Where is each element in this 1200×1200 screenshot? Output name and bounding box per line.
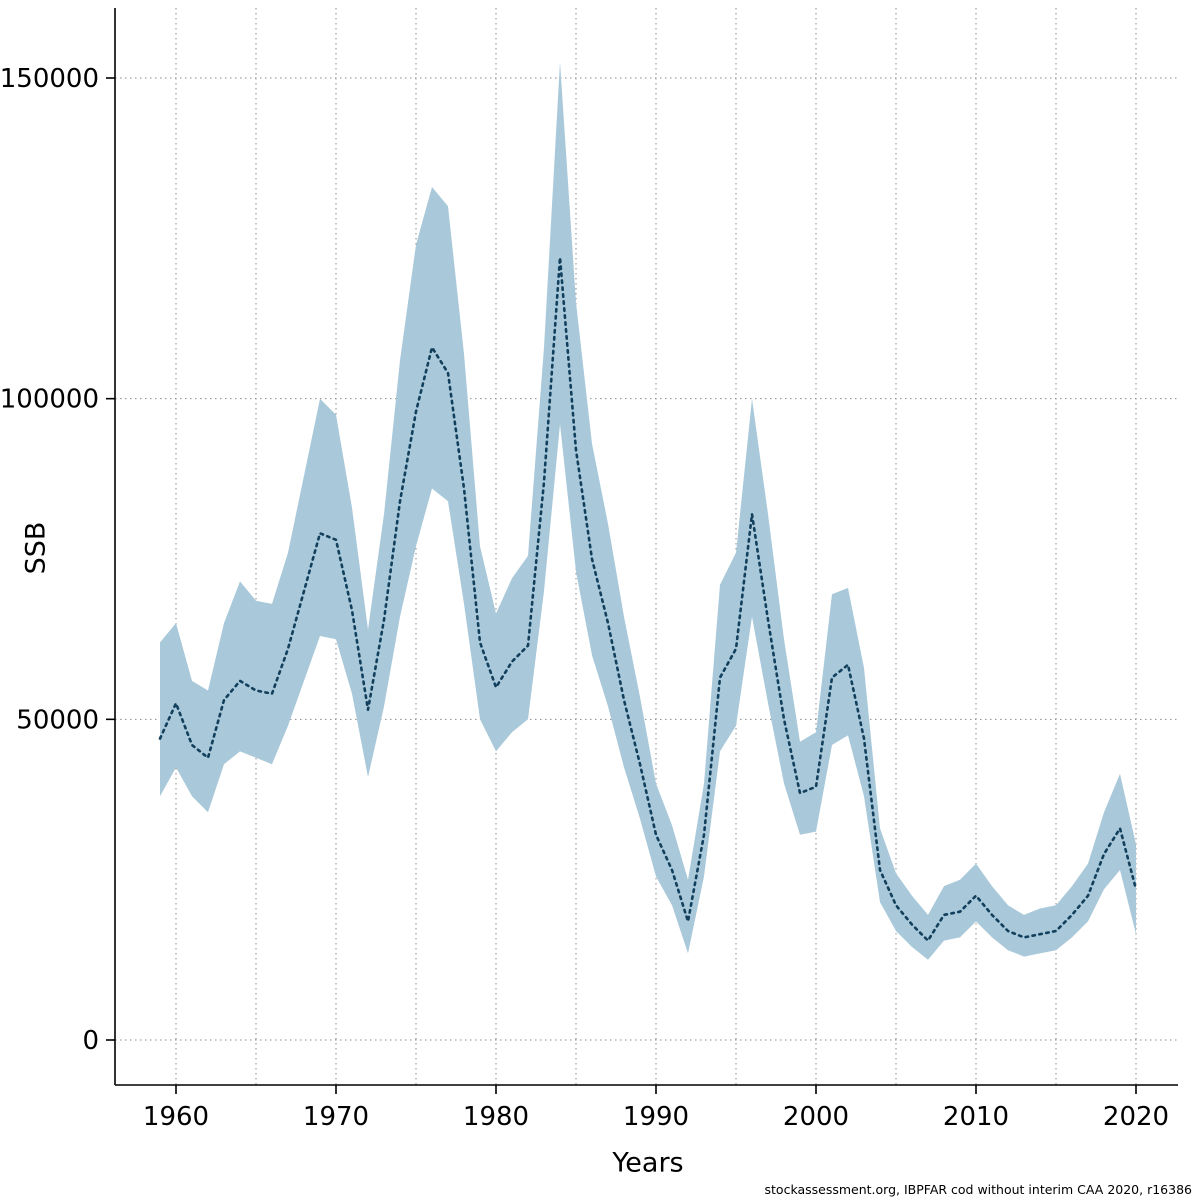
x-tick-label: 1970: [303, 1102, 369, 1132]
x-axis-title: Years: [612, 1147, 684, 1179]
y-tick-label: 150000: [0, 64, 99, 94]
y-axis-title: SSB: [20, 521, 52, 575]
x-tick-label: 2000: [783, 1102, 849, 1132]
x-tick-label: 1990: [623, 1102, 689, 1132]
x-tick-label: 1980: [463, 1102, 529, 1132]
confidence-band: [160, 62, 1136, 960]
x-tick-label: 2010: [943, 1102, 1009, 1132]
y-tick-label: 100000: [0, 385, 99, 415]
ssb-estimate-line: [158, 256, 1138, 942]
y-tick-label: 0: [82, 1026, 99, 1056]
y-tick-label: 50000: [16, 705, 99, 735]
source-caption: stockassessment.org, IBPFAR cod without …: [764, 1182, 1192, 1197]
x-tick-label: 2020: [1103, 1102, 1169, 1132]
x-tick-label: 1960: [143, 1102, 209, 1132]
